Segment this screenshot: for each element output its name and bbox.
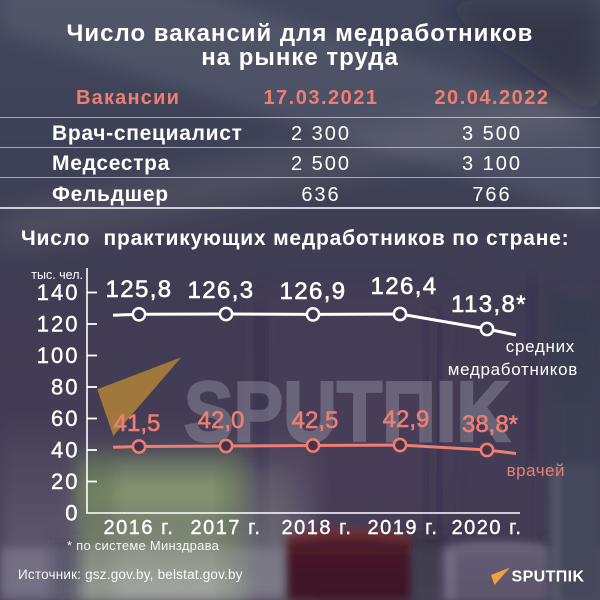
svg-text:126,4: 126,4 <box>370 273 437 300</box>
svg-text:* по системе Минздрава: * по системе Минздрава <box>67 538 220 553</box>
svg-text:тыс. чел.: тыс. чел. <box>31 268 83 282</box>
svg-text:42,5: 42,5 <box>292 407 339 434</box>
svg-text:2016 г.: 2016 г. <box>104 517 175 539</box>
svg-text:средних: средних <box>506 337 575 356</box>
svg-text:2019 г.: 2019 г. <box>368 517 439 539</box>
svg-text:врачей: врачей <box>507 461 565 480</box>
svg-text:41,5: 41,5 <box>114 410 161 437</box>
svg-text:80: 80 <box>51 375 79 400</box>
svg-text:0: 0 <box>65 501 79 526</box>
svg-text:20: 20 <box>51 469 79 494</box>
svg-text:2018 г.: 2018 г. <box>282 517 353 539</box>
svg-text:38,8*: 38,8* <box>462 411 518 438</box>
svg-text:125,8: 125,8 <box>105 276 172 303</box>
svg-text:SPUTПIK: SPUTПIK <box>512 569 585 586</box>
svg-text:126,9: 126,9 <box>279 278 346 305</box>
svg-text:Источник: gsz.gov.by, belstat.: Источник: gsz.gov.by, belstat.gov.by <box>18 567 243 582</box>
svg-text:40: 40 <box>51 438 79 463</box>
svg-text:126,3: 126,3 <box>187 277 254 304</box>
svg-text:2020 г.: 2020 г. <box>452 517 523 539</box>
svg-text:113,8*: 113,8* <box>451 291 527 318</box>
svg-text:42,9: 42,9 <box>383 406 430 433</box>
svg-text:60: 60 <box>51 406 79 431</box>
svg-text:медработников: медработников <box>448 360 578 379</box>
svg-text:140: 140 <box>37 280 80 305</box>
svg-text:120: 120 <box>37 312 80 337</box>
svg-text:42,0: 42,0 <box>198 407 245 434</box>
svg-text:2017 г.: 2017 г. <box>191 517 262 539</box>
svg-text:100: 100 <box>37 343 80 368</box>
